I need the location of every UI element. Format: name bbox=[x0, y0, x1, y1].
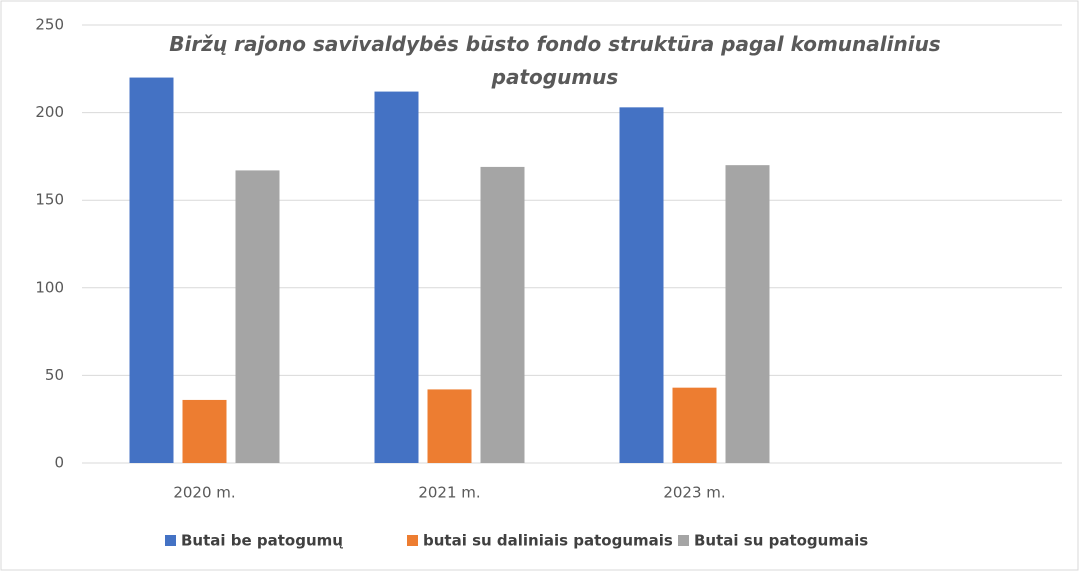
x-tick-label: 2023 m. bbox=[663, 484, 725, 502]
legend-swatch bbox=[165, 535, 176, 546]
bar bbox=[672, 387, 717, 463]
chart-title: Biržų rajono savivaldybės būsto fondo st… bbox=[169, 32, 941, 89]
bar bbox=[182, 399, 227, 463]
x-tick-label: 2020 m. bbox=[173, 484, 235, 502]
y-tick-label: 100 bbox=[35, 278, 64, 296]
legend-label: Butai su patogumais bbox=[694, 532, 868, 550]
legend-swatch bbox=[678, 535, 689, 546]
y-tick-label: 150 bbox=[35, 191, 64, 209]
bar bbox=[235, 170, 280, 463]
y-tick-label: 250 bbox=[35, 16, 64, 34]
bar bbox=[480, 166, 525, 464]
legend-label: butai su daliniais patogumais bbox=[423, 532, 673, 550]
y-tick-label: 50 bbox=[45, 366, 64, 384]
bar bbox=[129, 77, 174, 463]
bar bbox=[374, 91, 419, 464]
bar bbox=[427, 389, 472, 463]
x-tick-label: 2021 m. bbox=[418, 484, 480, 502]
y-tick-label: 200 bbox=[35, 103, 64, 121]
legend-label: Butai be patogumų bbox=[181, 532, 343, 550]
bar bbox=[619, 107, 664, 464]
bar bbox=[725, 165, 770, 463]
legend-swatch bbox=[407, 535, 418, 546]
y-tick-label: 0 bbox=[54, 454, 64, 472]
